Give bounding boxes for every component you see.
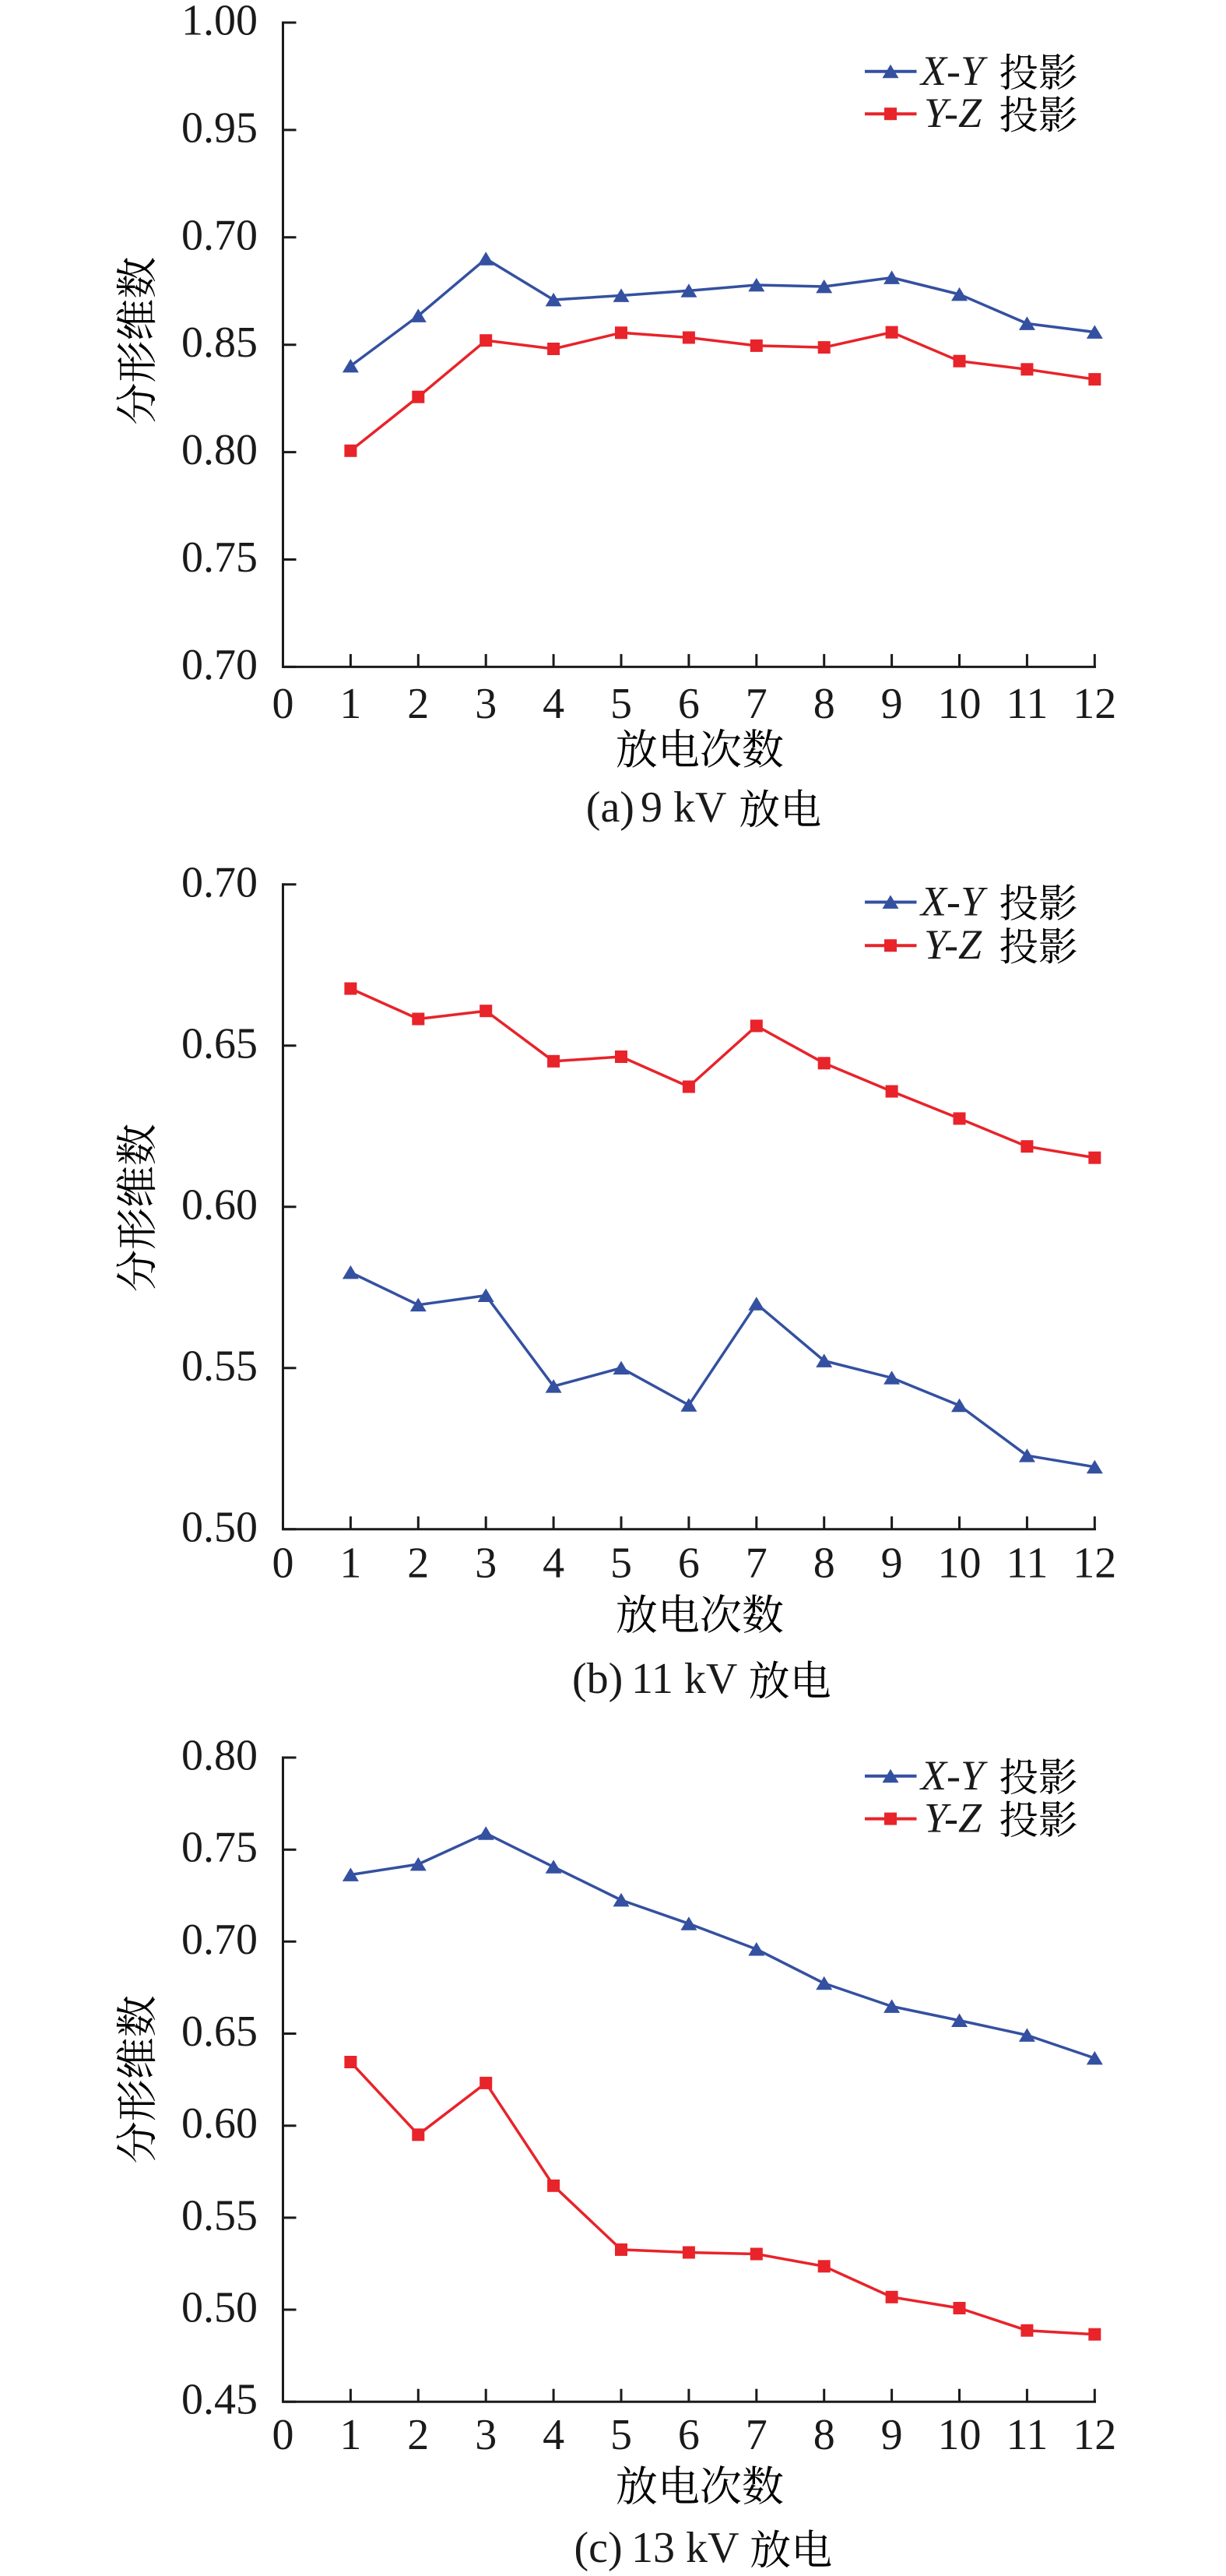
- svg-text:0: 0: [272, 2411, 294, 2459]
- svg-text:2: 2: [407, 1540, 429, 1588]
- svg-text:0.70: 0.70: [181, 641, 258, 689]
- svg-text:8: 8: [813, 1540, 835, 1588]
- svg-text:1: 1: [339, 680, 361, 728]
- svg-text:0.95: 0.95: [181, 104, 258, 152]
- svg-text:13 kV: 13 kV: [631, 2524, 739, 2572]
- svg-text:Y-Z: Y-Z: [924, 90, 982, 136]
- svg-text:10: 10: [938, 680, 982, 728]
- svg-text:4: 4: [543, 2411, 564, 2459]
- svg-text:X-Y: X-Y: [919, 1752, 988, 1799]
- svg-text:(c): (c): [574, 2524, 623, 2572]
- svg-text:2: 2: [407, 2411, 429, 2459]
- svg-text:0.65: 0.65: [181, 2008, 258, 2056]
- svg-text:10: 10: [938, 1540, 982, 1588]
- svg-text:6: 6: [678, 2411, 700, 2459]
- svg-text:9: 9: [881, 680, 903, 728]
- svg-text:0.70: 0.70: [181, 1916, 258, 1964]
- svg-text:7: 7: [746, 2411, 768, 2459]
- svg-text:3: 3: [475, 1540, 497, 1588]
- svg-text:Y-Z: Y-Z: [924, 1795, 982, 1842]
- svg-text:11: 11: [1006, 1540, 1048, 1588]
- svg-text:4: 4: [543, 680, 564, 728]
- svg-text:0: 0: [272, 680, 294, 728]
- svg-text:0.85: 0.85: [181, 318, 258, 367]
- svg-text:7: 7: [746, 1540, 768, 1588]
- svg-text:0.80: 0.80: [181, 426, 258, 474]
- svg-text:5: 5: [610, 1540, 632, 1588]
- svg-text:0.55: 0.55: [181, 2191, 258, 2240]
- svg-text:2: 2: [407, 680, 429, 728]
- svg-text:(a): (a): [586, 783, 634, 832]
- svg-text:0.80: 0.80: [181, 1732, 258, 1780]
- svg-text:0.75: 0.75: [181, 1824, 258, 1872]
- svg-text:9: 9: [881, 1540, 903, 1588]
- svg-text:11: 11: [1006, 680, 1048, 728]
- svg-text:9 kV: 9 kV: [641, 783, 726, 832]
- svg-text:3: 3: [475, 680, 497, 728]
- svg-text:1: 1: [339, 1540, 361, 1588]
- svg-text:0.70: 0.70: [181, 858, 258, 906]
- svg-text:12: 12: [1073, 2411, 1116, 2459]
- svg-text:0.70: 0.70: [181, 211, 258, 259]
- svg-text:8: 8: [813, 680, 835, 728]
- svg-text:7: 7: [746, 680, 768, 728]
- svg-text:5: 5: [610, 2411, 632, 2459]
- svg-text:10: 10: [938, 2411, 982, 2459]
- svg-text:X-Y: X-Y: [919, 878, 988, 925]
- svg-text:3: 3: [475, 2411, 497, 2459]
- svg-text:11: 11: [1006, 2411, 1048, 2459]
- svg-text:6: 6: [678, 1540, 700, 1588]
- svg-text:0.55: 0.55: [181, 1342, 258, 1390]
- svg-text:12: 12: [1073, 1540, 1116, 1588]
- svg-text:12: 12: [1073, 680, 1116, 728]
- svg-text:0: 0: [272, 1540, 294, 1588]
- svg-text:5: 5: [610, 680, 632, 728]
- svg-text:11 kV: 11 kV: [631, 1655, 737, 1703]
- svg-text:1: 1: [339, 2411, 361, 2459]
- svg-text:8: 8: [813, 2411, 835, 2459]
- svg-text:X-Y: X-Y: [919, 48, 988, 94]
- svg-text:6: 6: [678, 680, 700, 728]
- svg-text:0.45: 0.45: [181, 2376, 258, 2424]
- svg-text:(b): (b): [572, 1655, 623, 1703]
- svg-text:Y-Z: Y-Z: [924, 921, 982, 968]
- svg-text:0.75: 0.75: [181, 533, 258, 582]
- svg-text:0.50: 0.50: [181, 1503, 258, 1551]
- svg-text:9: 9: [881, 2411, 903, 2459]
- svg-text:0.60: 0.60: [181, 2099, 258, 2148]
- svg-text:0.50: 0.50: [181, 2284, 258, 2332]
- svg-text:4: 4: [543, 1540, 564, 1588]
- svg-text:0.65: 0.65: [181, 1019, 258, 1068]
- svg-text:1.00: 1.00: [181, 0, 258, 45]
- svg-text:0.60: 0.60: [181, 1181, 258, 1229]
